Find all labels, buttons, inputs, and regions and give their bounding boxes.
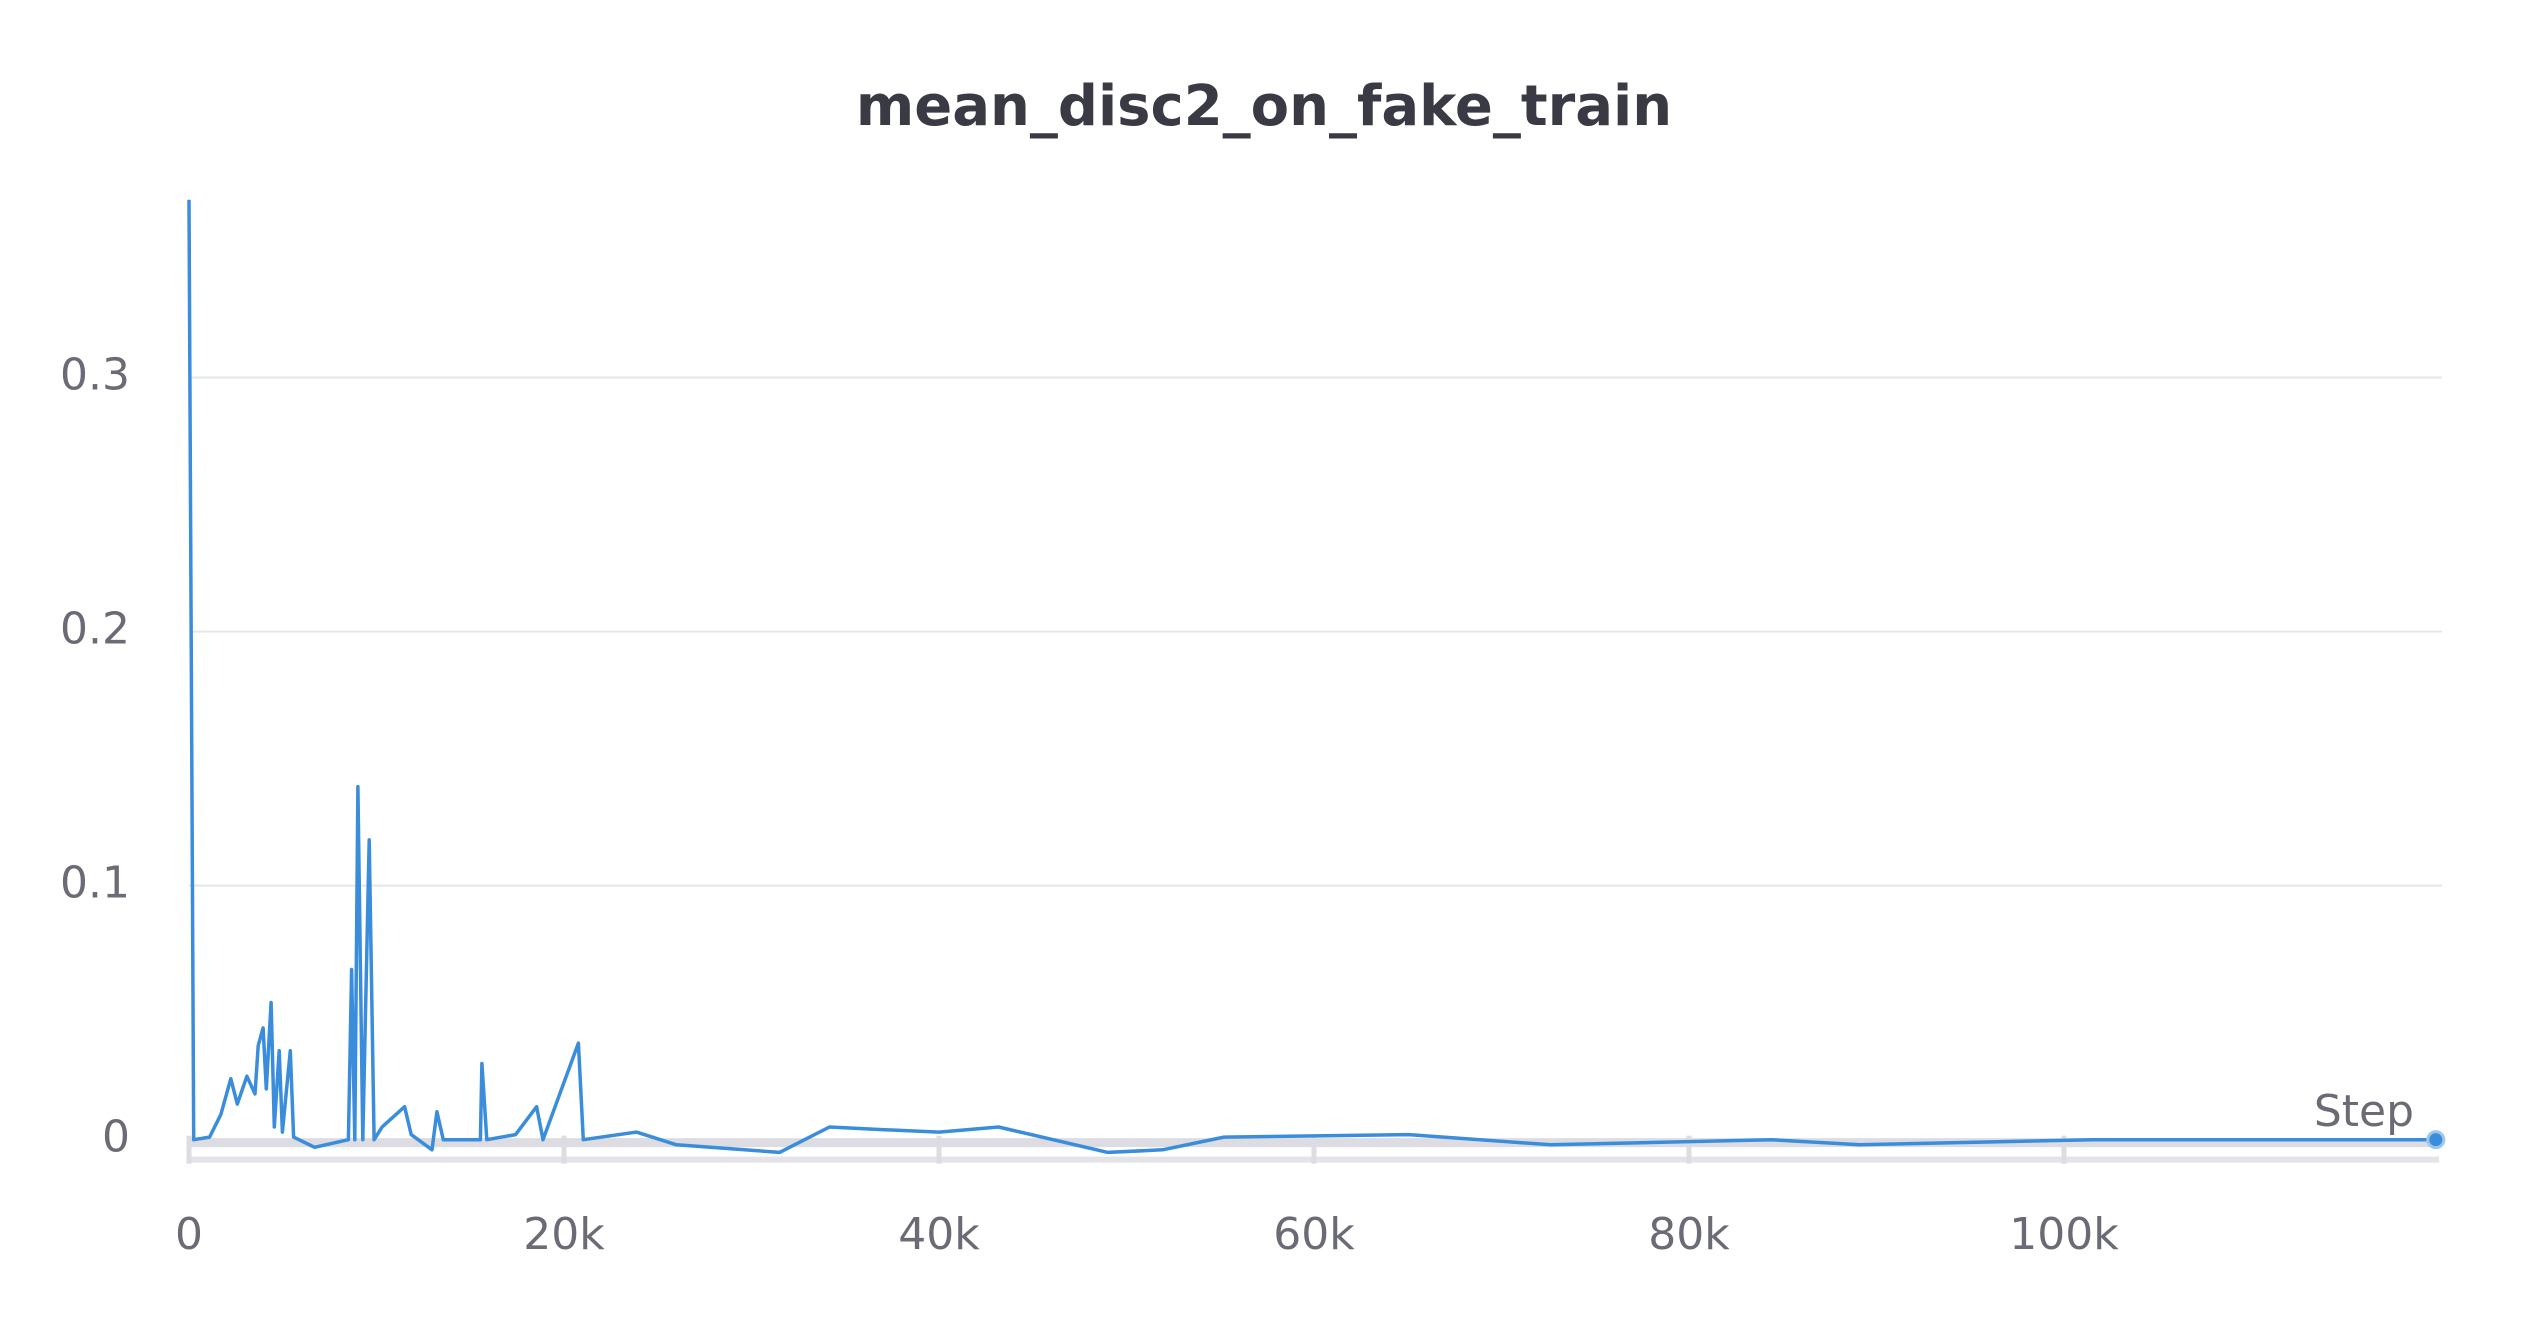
x-tick-label: 20k <box>523 1209 605 1260</box>
x-tick-label: 0 <box>175 1209 203 1260</box>
x-tick-label: 100k <box>2009 1209 2119 1260</box>
y-tick-label: 0.3 <box>60 350 130 401</box>
data-line <box>187 199 2436 1155</box>
y-tick-label: 0.2 <box>60 604 130 655</box>
y-tick-label: 0 <box>102 1112 130 1163</box>
chart-title: mean_disc2_on_fake_train <box>856 74 1672 139</box>
x-tick-label: 40k <box>898 1209 980 1260</box>
x-axis-label: Step <box>2314 1086 2414 1137</box>
end-point <box>2426 1130 2446 1150</box>
y-tick-label: 0.1 <box>60 858 130 909</box>
x-tick-label: 60k <box>1273 1209 1355 1260</box>
x-tick-label: 80k <box>1648 1209 1730 1260</box>
